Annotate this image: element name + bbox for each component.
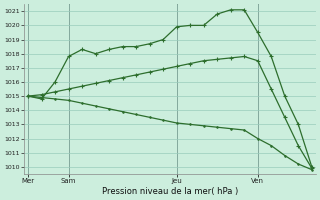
- X-axis label: Pression niveau de la mer( hPa ): Pression niveau de la mer( hPa ): [102, 187, 238, 196]
